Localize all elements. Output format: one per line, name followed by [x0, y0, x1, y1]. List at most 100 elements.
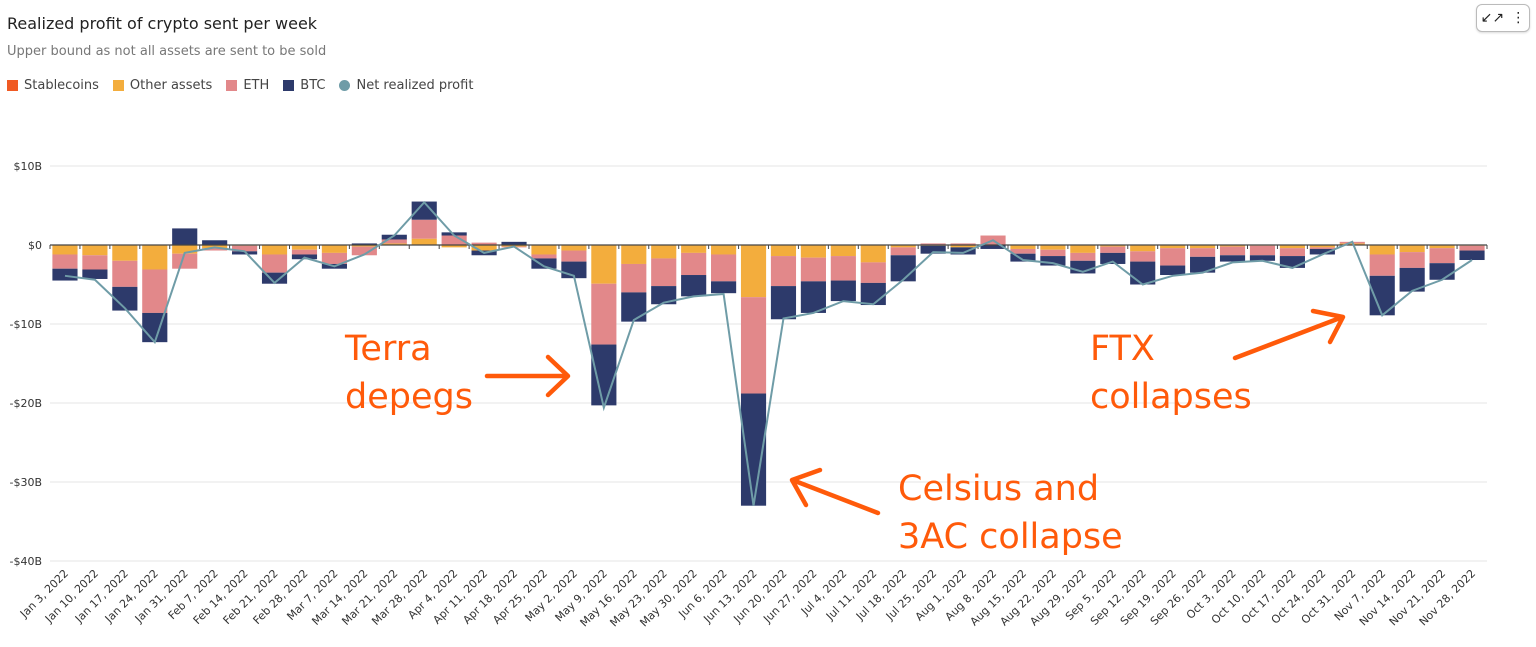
y-tick-label: -$30B [9, 476, 42, 489]
bar-other-assets [1309, 245, 1335, 248]
bar-other-assets [740, 245, 767, 298]
bar-btc [202, 240, 228, 245]
bar-btc [232, 251, 258, 255]
bar-eth [471, 242, 497, 245]
legend-item[interactable]: Other assets [112, 78, 212, 93]
bar-btc [52, 268, 78, 281]
bar-eth [1279, 248, 1305, 257]
bar-other-assets [711, 245, 737, 255]
bar-eth [561, 250, 587, 262]
bar-eth [172, 253, 198, 269]
bar-eth [1190, 248, 1216, 257]
bar-btc [980, 245, 1006, 249]
legend-item[interactable]: BTC [283, 78, 325, 93]
bar-eth [1070, 252, 1096, 261]
bar-other-assets [82, 245, 108, 256]
chart-options-button[interactable]: ↙↗ ⋮ [1476, 4, 1530, 32]
bar-btc [591, 344, 617, 406]
bar-btc [681, 275, 707, 297]
bar-eth [351, 246, 377, 256]
bar-btc [441, 232, 467, 236]
annotation-text: Celsius and [898, 469, 1099, 509]
legend-swatch [226, 80, 238, 91]
bar-eth [950, 243, 976, 245]
minimize-icon[interactable]: ↙↗ [1480, 10, 1505, 26]
bar-eth [1369, 254, 1395, 276]
bar-other-assets [800, 245, 826, 258]
legend: Stablecoins Other assets ETH BTC Net realize… [7, 78, 473, 93]
bar-other-assets [950, 245, 976, 248]
bar-eth [232, 245, 258, 252]
bar-eth [202, 248, 228, 251]
bar-eth [920, 243, 946, 245]
bar-btc [1459, 250, 1485, 261]
chart-subtitle: Upper bound as not all assets are sent t… [7, 44, 327, 59]
bar-eth [1429, 248, 1455, 264]
legend-swatch [283, 80, 295, 91]
arrow-head [789, 467, 823, 508]
bar-btc [770, 286, 797, 320]
annotation-text: depegs [345, 377, 473, 417]
bar-other-assets [681, 245, 707, 253]
bar-btc [1429, 263, 1455, 280]
arrow-head [1310, 308, 1346, 345]
bar-other-assets [1010, 245, 1036, 249]
bar-btc [501, 241, 527, 245]
legend-item[interactable]: Stablecoins [7, 78, 99, 93]
bar-other-assets [1100, 245, 1126, 247]
legend-swatch [112, 80, 124, 91]
bar-other-assets [381, 243, 407, 245]
bar-eth [1130, 251, 1156, 262]
annotation-text: Terra [344, 329, 432, 369]
bar-eth [142, 269, 168, 313]
bar-btc [1100, 252, 1126, 264]
bar-other-assets [52, 245, 78, 255]
legend-swatch [339, 80, 351, 91]
bar-eth [1309, 247, 1335, 249]
bar-eth [1399, 252, 1425, 268]
annotation-text: collapses [1090, 377, 1252, 417]
bar-eth [830, 256, 856, 281]
bar-eth [112, 260, 138, 287]
bar-other-assets [890, 245, 916, 248]
bar-btc [1040, 256, 1066, 266]
bar-btc [1190, 256, 1216, 273]
bar-eth [1040, 249, 1066, 257]
bar-other-assets [351, 245, 377, 247]
y-tick-label: $10B [13, 160, 42, 173]
bar-eth [591, 283, 617, 345]
more-vertical-icon[interactable]: ⋮ [1511, 10, 1526, 26]
y-tick-label: -$20B [9, 397, 42, 410]
bar-eth [321, 252, 347, 264]
legend-label: ETH [243, 78, 270, 93]
bar-eth [52, 254, 78, 269]
annotation-text: 3AC collapse [898, 517, 1123, 557]
bar-eth [531, 254, 557, 259]
bar-btc [830, 280, 856, 302]
bar-eth [261, 254, 288, 273]
bar-other-assets [321, 245, 347, 253]
bar-btc [351, 243, 377, 245]
bar-eth [860, 262, 886, 283]
bar-other-assets [1190, 245, 1216, 249]
bar-other-assets [621, 245, 647, 264]
bar-eth [291, 249, 318, 255]
arrow-shaft [792, 478, 881, 516]
bar-btc [800, 281, 826, 313]
bar-eth [711, 254, 737, 282]
bar-other-assets [860, 245, 886, 263]
bar-eth [1249, 245, 1276, 256]
bar-btc [82, 269, 108, 279]
bar-eth [1219, 246, 1246, 256]
legend-item[interactable]: ETH [226, 78, 269, 93]
bar-eth [1100, 246, 1126, 253]
bar-other-assets [1369, 245, 1395, 255]
bar-other-assets [471, 245, 497, 251]
bar-eth [770, 256, 797, 287]
bar-eth [82, 255, 108, 270]
bar-btc [112, 286, 138, 311]
legend-item[interactable]: Net realized profit [339, 78, 473, 93]
bar-btc [621, 292, 647, 322]
bar-btc [1279, 256, 1305, 268]
